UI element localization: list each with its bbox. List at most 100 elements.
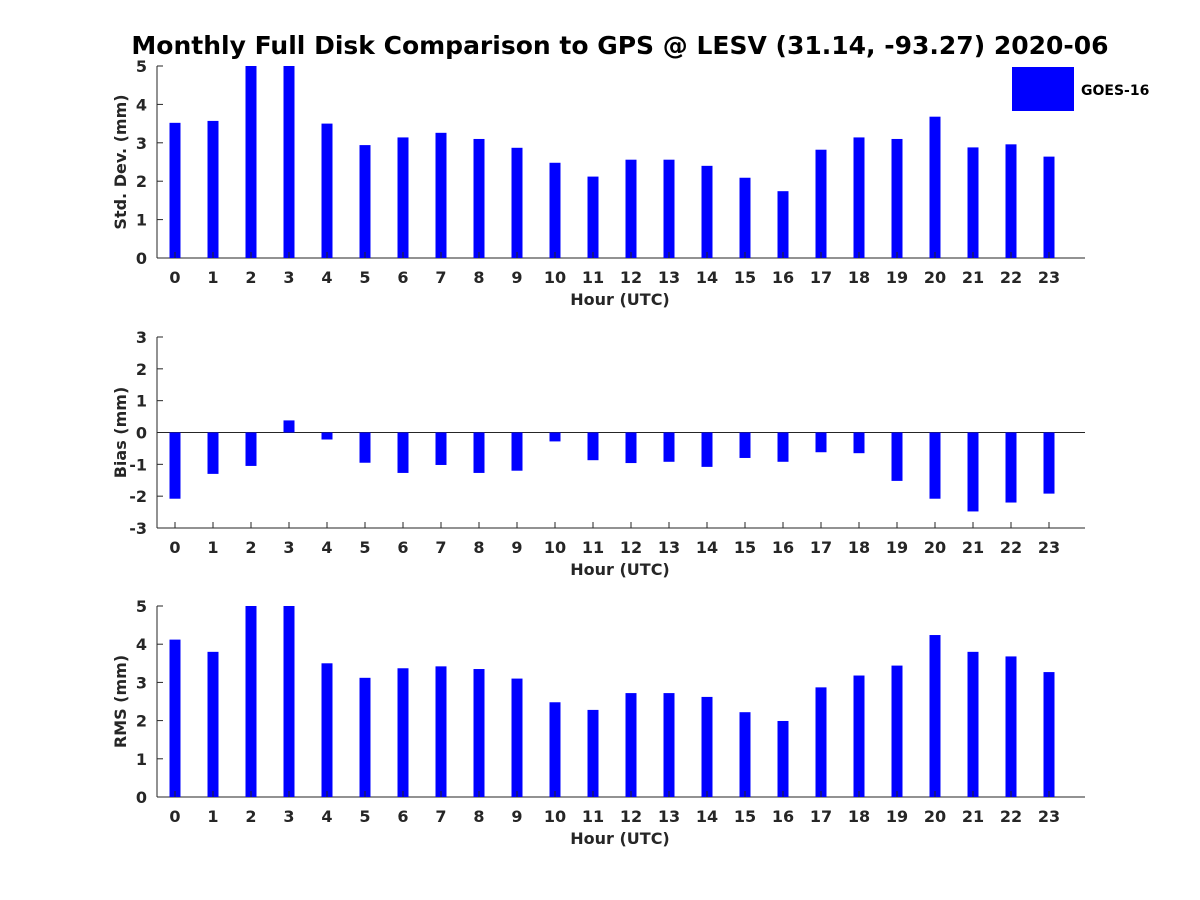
bias-bar (169, 432, 181, 499)
rms-bar (701, 696, 713, 797)
bias-y-tick-label: 1 (136, 392, 147, 411)
bias-y-axis-label: Bias (mm) (111, 387, 130, 479)
std-dev-x-tick-label: 4 (321, 268, 332, 287)
bias-x-tick-label: 1 (207, 538, 218, 557)
rms-x-tick-label: 0 (169, 807, 180, 826)
bias-x-tick-label: 12 (620, 538, 642, 557)
std-dev-x-tick-label: 22 (1000, 268, 1022, 287)
bias-bar (511, 432, 523, 471)
bias-bar (891, 432, 903, 481)
rms-bar (397, 668, 409, 797)
bias-y-tick-label: -3 (129, 519, 147, 538)
rms-bar (245, 606, 257, 797)
bias-x-tick-label: 17 (810, 538, 832, 557)
bias-x-tick-label: 18 (848, 538, 870, 557)
bias-bar (1043, 432, 1055, 494)
std-dev-bar (169, 122, 181, 258)
std-dev-x-tick-label: 18 (848, 268, 870, 287)
std-dev-x-tick-label: 5 (359, 268, 370, 287)
rms-x-tick-label: 16 (772, 807, 794, 826)
std-dev-bar (245, 66, 257, 258)
bias-y-tick-label: 3 (136, 328, 147, 347)
rms-y-tick-label: 3 (136, 673, 147, 692)
rms-x-tick-label: 3 (283, 807, 294, 826)
std-dev-x-tick-label: 15 (734, 268, 756, 287)
bias-bar (777, 432, 789, 462)
rms-bar (853, 675, 865, 797)
rms-x-tick-label: 14 (696, 807, 718, 826)
rms-x-tick-label: 5 (359, 807, 370, 826)
rms-x-tick-label: 10 (544, 807, 566, 826)
std-dev-x-tick-label: 10 (544, 268, 566, 287)
rms-bar (663, 693, 675, 797)
rms-x-tick-label: 9 (511, 807, 522, 826)
rms-x-tick-label: 11 (582, 807, 604, 826)
std-dev-bar (625, 159, 637, 258)
std-dev-x-tick-label: 12 (620, 268, 642, 287)
std-dev-x-tick-label: 0 (169, 268, 180, 287)
std-dev-bar (663, 159, 675, 258)
std-dev-bar (739, 177, 751, 258)
rms-bar (625, 693, 637, 797)
std-dev-y-tick-label: 5 (136, 57, 147, 76)
bias-x-tick-label: 4 (321, 538, 332, 557)
bias-bar (967, 432, 979, 512)
rms-bar (549, 702, 561, 797)
std-dev-x-tick-label: 20 (924, 268, 946, 287)
rms-bar (891, 665, 903, 797)
std-dev-bar (207, 120, 219, 258)
bias-x-tick-label: 23 (1038, 538, 1060, 557)
rms-y-tick-label: 0 (136, 788, 147, 807)
bias-bar (1005, 432, 1017, 503)
std-dev-x-tick-label: 7 (435, 268, 446, 287)
bias-x-tick-label: 2 (245, 538, 256, 557)
rms-x-tick-label: 17 (810, 807, 832, 826)
std-dev-bar (777, 191, 789, 258)
rms-y-tick-label: 5 (136, 597, 147, 616)
rms-y-tick-label: 1 (136, 750, 147, 769)
std-dev-x-axis-label: Hour (UTC) (570, 290, 670, 309)
std-dev-y-tick-label: 4 (136, 95, 147, 114)
bias-x-tick-label: 20 (924, 538, 946, 557)
bias-bar (625, 432, 637, 464)
bias-bar (283, 420, 295, 433)
rms-bar (587, 709, 599, 797)
rms-x-tick-label: 4 (321, 807, 332, 826)
std-dev-y-tick-label: 3 (136, 134, 147, 153)
bias-bar (815, 432, 827, 453)
rms-x-tick-label: 13 (658, 807, 680, 826)
rms-bar (511, 678, 523, 797)
std-dev-bar (397, 137, 409, 258)
bias-bar (435, 432, 447, 465)
rms-bar (777, 720, 789, 797)
rms-x-tick-label: 22 (1000, 807, 1022, 826)
std-dev-bar (473, 138, 485, 258)
std-dev-y-tick-label: 0 (136, 249, 147, 268)
bias-x-tick-label: 10 (544, 538, 566, 557)
rms-bar (321, 663, 333, 797)
std-dev-x-tick-label: 3 (283, 268, 294, 287)
rms-y-tick-label: 2 (136, 712, 147, 731)
rms-y-axis-label: RMS (mm) (111, 655, 130, 748)
bias-bar (245, 432, 257, 466)
bias-x-axis-label: Hour (UTC) (570, 560, 670, 579)
rms-x-tick-label: 15 (734, 807, 756, 826)
std-dev-bar (321, 123, 333, 258)
std-dev-x-tick-label: 21 (962, 268, 984, 287)
rms-y-tick-label: 4 (136, 635, 147, 654)
std-dev-x-tick-label: 17 (810, 268, 832, 287)
std-dev-bar (435, 132, 447, 258)
rms-x-tick-label: 23 (1038, 807, 1060, 826)
std-dev-x-tick-label: 11 (582, 268, 604, 287)
std-dev-x-tick-label: 8 (473, 268, 484, 287)
rms-bar (207, 651, 219, 797)
bias-bar (359, 432, 371, 463)
rms-x-tick-label: 19 (886, 807, 908, 826)
bias-x-tick-label: 14 (696, 538, 718, 557)
std-dev-bar (815, 149, 827, 258)
rms-bar (283, 606, 295, 797)
bias-y-tick-label: 0 (136, 424, 147, 443)
